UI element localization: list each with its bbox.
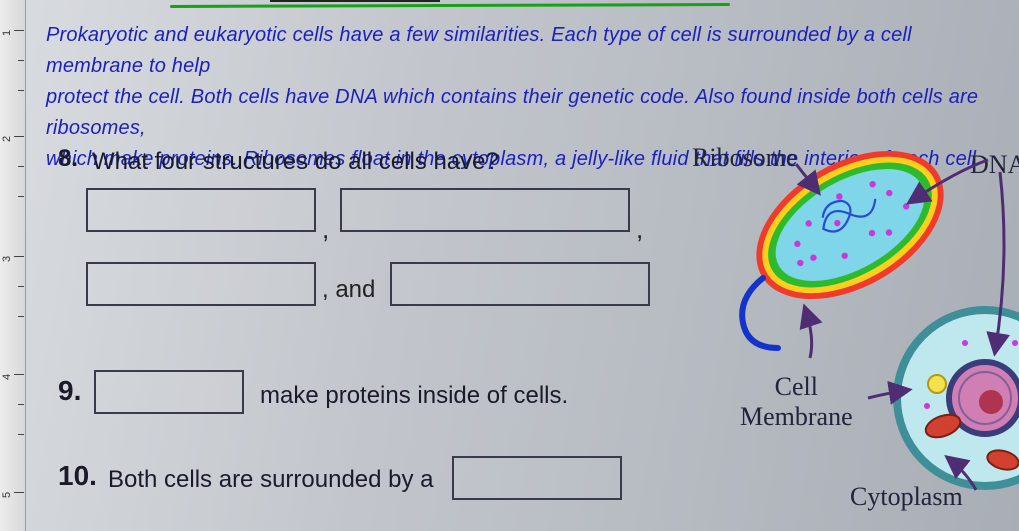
top-rule xyxy=(270,0,440,2)
ruler-num: 4 xyxy=(2,374,13,380)
intro-line: Prokaryotic and eukaryotic cells have a … xyxy=(46,24,912,77)
green-underline xyxy=(170,3,730,8)
ruler-num: 1 xyxy=(2,30,13,36)
q10-number: 10. xyxy=(58,460,97,492)
q10-blank[interactable] xyxy=(452,456,622,500)
q9-blank[interactable] xyxy=(94,370,244,414)
answer-blank-3[interactable] xyxy=(86,262,316,306)
ruler-num: 3 xyxy=(2,256,13,262)
ruler-num: 2 xyxy=(2,136,13,142)
answer-blank-2[interactable] xyxy=(340,188,630,232)
q9-number: 9. xyxy=(58,375,81,407)
worksheet-page: 1 2 3 4 5 Prokaryotic and eukaryotic cel… xyxy=(0,0,1019,531)
answer-blank-4[interactable] xyxy=(390,262,650,306)
ruler: 1 2 3 4 5 xyxy=(0,0,26,531)
q8-text: What four structures do all cells have? xyxy=(92,148,499,176)
q8-number: 8. xyxy=(58,145,78,173)
answer-blank-1[interactable] xyxy=(86,188,316,232)
ruler-num: 5 xyxy=(2,492,13,498)
comma: , xyxy=(636,214,643,245)
and-joiner: , and xyxy=(322,276,375,304)
comma: , xyxy=(322,214,329,245)
q10-text: Both cells are surrounded by a xyxy=(108,466,434,494)
content-area: Prokaryotic and eukaryotic cells have a … xyxy=(40,0,1019,531)
cells-diagram xyxy=(700,130,1019,530)
q9-text: make proteins inside of cells. xyxy=(260,382,568,410)
